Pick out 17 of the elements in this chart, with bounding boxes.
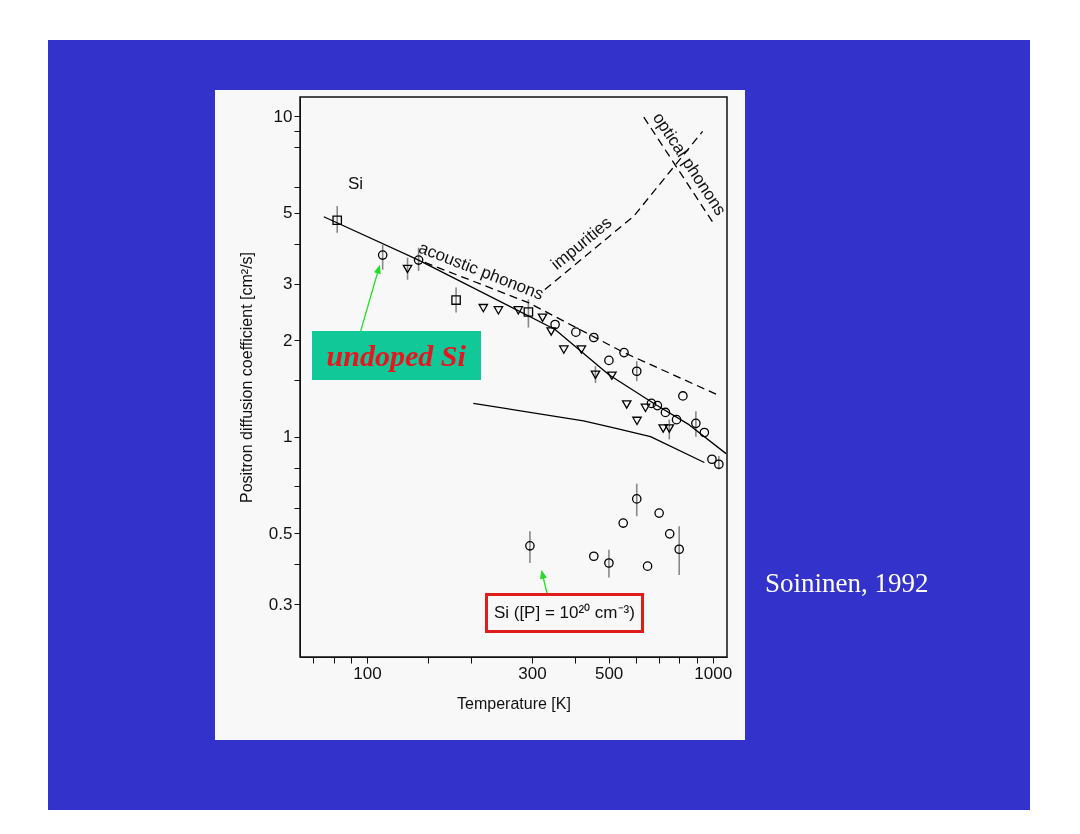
x-tick-label: 100 — [353, 663, 382, 683]
annotation: undoped Si — [311, 331, 481, 381]
x-tick-label: 300 — [518, 663, 547, 683]
annotation: Si — [347, 173, 364, 194]
annotation: Si ([P] = 10²⁰ cm⁻³) — [484, 593, 644, 634]
y-tick-label: 3 — [283, 274, 293, 294]
x-tick-label: 500 — [594, 663, 624, 683]
text: Soininen, 1992 — [765, 567, 929, 599]
y-tick-label: 5 — [283, 203, 293, 223]
x-tick-label: 1000 — [694, 663, 733, 683]
y-tick-label: 0.3 — [268, 594, 293, 614]
y-tick-label: 0.5 — [268, 523, 293, 543]
y-tick-label: 2 — [283, 330, 293, 350]
y-axis-title: Positron diffusion coefficient [cm²/s] — [237, 251, 255, 504]
y-tick-label: 1 — [283, 427, 293, 447]
y-tick-label: 10 — [273, 106, 293, 126]
x-axis-title: Temperature [K] — [457, 694, 571, 712]
